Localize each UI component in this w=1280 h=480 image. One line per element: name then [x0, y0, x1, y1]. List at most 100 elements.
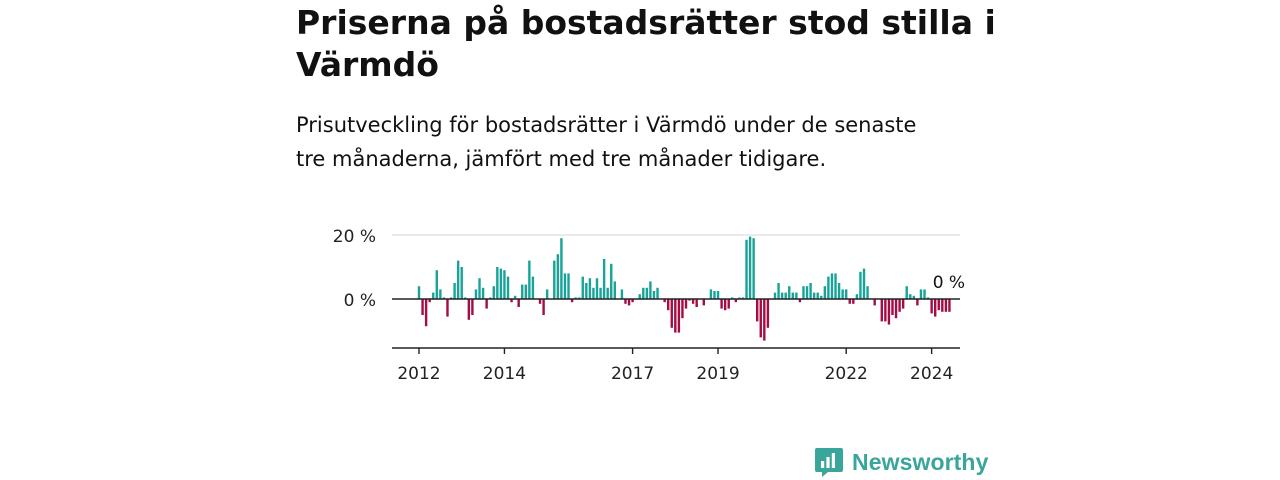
bar — [599, 287, 602, 299]
bar — [898, 299, 901, 312]
value-annotation: 0 % — [933, 273, 965, 293]
bar — [556, 254, 560, 299]
bar — [585, 283, 588, 299]
bar — [702, 299, 705, 306]
bar — [841, 289, 844, 299]
bar — [773, 292, 777, 299]
bar — [538, 299, 542, 304]
bar — [553, 260, 556, 299]
bar — [827, 276, 830, 299]
bar — [809, 283, 812, 299]
bar — [798, 299, 802, 303]
bar — [620, 289, 624, 299]
bar — [941, 299, 944, 312]
bar — [563, 273, 567, 299]
bar — [734, 299, 738, 303]
axes — [392, 298, 960, 354]
bar — [674, 299, 677, 333]
bar — [432, 292, 435, 299]
bar — [545, 289, 549, 299]
bar — [638, 294, 641, 299]
bar — [499, 268, 503, 299]
bar — [467, 299, 471, 320]
bar — [780, 292, 784, 299]
bar — [670, 299, 673, 328]
bar — [521, 284, 524, 299]
bar — [481, 287, 485, 299]
bar — [852, 299, 855, 304]
bar — [791, 292, 794, 299]
bar — [766, 299, 770, 328]
bar — [752, 238, 755, 299]
axis-labels: 0 % 20 % 2012 2014 2017 2019 2022 2024 0 % — [333, 227, 965, 384]
bar — [887, 299, 891, 325]
bar — [930, 299, 933, 314]
brand-name: Newsworthy — [852, 448, 989, 475]
bar — [873, 299, 876, 306]
bar — [531, 276, 535, 299]
bar — [763, 299, 766, 341]
bar — [709, 289, 713, 299]
bar — [581, 276, 584, 299]
bar — [901, 299, 905, 309]
bar — [816, 292, 819, 299]
bar — [795, 292, 798, 299]
bar — [905, 286, 908, 299]
bar — [610, 263, 613, 299]
bar — [866, 286, 869, 299]
bar — [421, 299, 424, 315]
x-tick-label: 2017 — [611, 364, 654, 384]
bar — [837, 283, 841, 299]
bar — [713, 291, 716, 299]
bar — [652, 291, 656, 299]
bar — [916, 299, 919, 306]
brand-logo: Newsworthy — [814, 446, 988, 478]
bar — [453, 283, 456, 299]
bar — [805, 286, 809, 299]
bar — [845, 289, 848, 299]
bar — [613, 281, 616, 299]
bar — [894, 299, 898, 319]
bar — [478, 278, 481, 299]
bar — [513, 295, 517, 299]
bar — [923, 289, 926, 299]
bar — [428, 299, 431, 303]
bar — [456, 260, 460, 299]
bar — [944, 299, 948, 312]
bar — [524, 284, 527, 299]
bar — [716, 291, 720, 299]
bar — [855, 294, 859, 299]
bar — [588, 278, 592, 299]
page-subtitle: Prisutveckling för bostadsrätter i Värmd… — [296, 113, 917, 171]
bar — [859, 271, 862, 299]
bar — [528, 260, 531, 299]
bar — [496, 267, 499, 299]
bar — [631, 299, 634, 303]
bar — [695, 299, 698, 307]
bar — [492, 286, 495, 299]
bar — [884, 299, 887, 322]
bar — [649, 281, 652, 299]
bar — [627, 299, 631, 306]
bar — [460, 267, 463, 299]
bar — [681, 299, 684, 319]
bar — [756, 299, 759, 322]
bar — [606, 287, 609, 299]
bar — [506, 276, 510, 299]
bar — [602, 259, 606, 299]
bar — [624, 299, 627, 304]
bar — [848, 299, 851, 304]
bar — [802, 286, 805, 299]
bar — [830, 273, 834, 299]
bar — [592, 287, 595, 299]
bar — [474, 289, 478, 299]
bar — [684, 299, 688, 309]
bar — [677, 299, 681, 333]
y-tick-label: 20 % — [333, 227, 376, 247]
x-tick-label: 2019 — [696, 364, 739, 384]
bar — [812, 292, 816, 299]
bar — [595, 278, 599, 299]
bar — [510, 299, 513, 303]
bar — [642, 287, 645, 299]
page-title: Priserna på bostadsrätter stod stilla i … — [296, 3, 996, 84]
